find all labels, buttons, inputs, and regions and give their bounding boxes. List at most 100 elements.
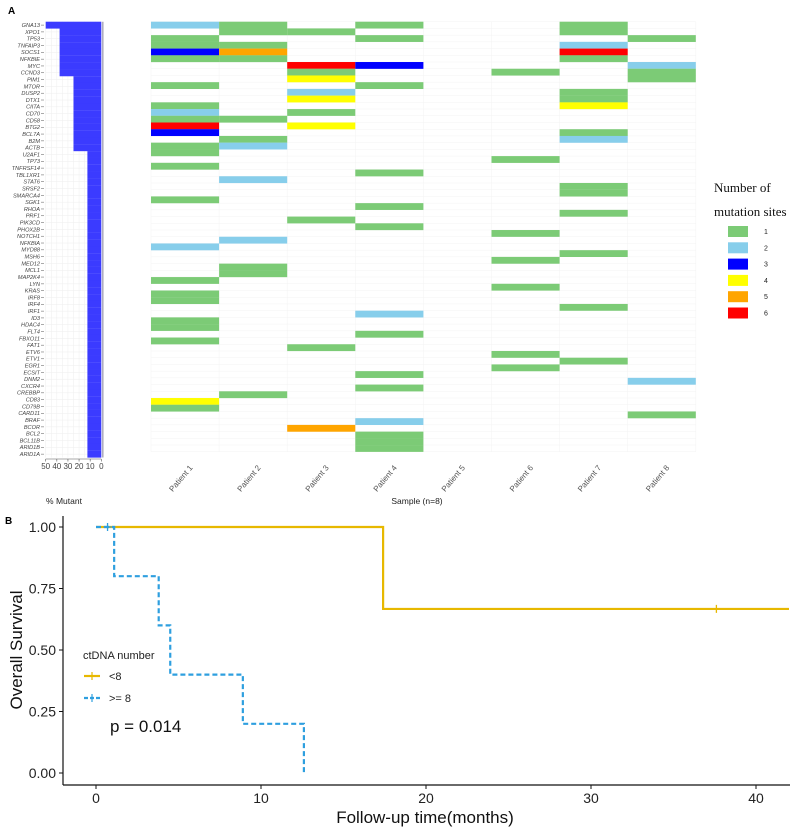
percent-mutant-bar (87, 362, 102, 370)
heatmap-cell-arid1b-p4 (355, 438, 424, 446)
gene-label: LYN (30, 282, 41, 288)
heatmap-cell-cd58-p2 (219, 115, 288, 123)
gene-label: BTG2 (25, 125, 40, 131)
km-x-axis-title: Follow-up time(months) (336, 808, 514, 827)
percent-mutant-bar (87, 280, 102, 288)
legend-label-6: 6 (764, 311, 768, 318)
heatmap-cell-irf4-p1 (151, 297, 220, 305)
gene-label: IRF8 (28, 295, 41, 301)
gene-label: FLT4 (27, 329, 40, 335)
heatmap-cell-bcl11b-p4 (355, 431, 424, 439)
percent-mutant-bar (73, 130, 102, 138)
heatmap-cell-tp73-p6 (491, 156, 560, 163)
gene-label: BCL2 (26, 432, 41, 438)
gene-label: TNFAIP3 (17, 43, 40, 49)
gene-label: ETV1 (26, 357, 40, 363)
km-curve-lt8 (96, 525, 789, 611)
percent-mutant-bar (87, 294, 102, 301)
percent-mutant-bar (73, 144, 102, 152)
heatmap-cell-xpo1-p7 (559, 28, 628, 36)
gene-label: FAT1 (27, 343, 40, 349)
percent-mutant-bar (59, 55, 102, 63)
percent-mutant-bar (87, 191, 102, 199)
heatmap-cell-bcl2-p3 (287, 424, 356, 432)
percent-mutant-bar (87, 341, 102, 349)
heatmap-cell-notch1-p6 (491, 230, 560, 237)
percent-mutant-bar (87, 212, 102, 220)
percent-mutant-bar (87, 430, 102, 438)
patient-label: Patient 5 (440, 463, 468, 493)
bar-x-tick-label: 30 (63, 462, 72, 471)
legend-swatch-6 (728, 307, 748, 319)
gene-label: TBL1XR1 (16, 173, 40, 179)
percent-mutant-bar (87, 450, 102, 458)
heatmap-cell-gna13-p7 (559, 21, 628, 29)
gene-label: CD70 (26, 112, 41, 118)
km-censor-mark (712, 604, 721, 613)
gene-label: NOTCH1 (17, 234, 40, 240)
percent-mutant-bar (59, 42, 102, 50)
patient-label: Patient 1 (167, 463, 195, 493)
heatmap-cell-tnfaip3-p1 (151, 41, 220, 49)
percent-mutant-bar (87, 198, 102, 206)
percent-mutant-bar (87, 246, 102, 254)
legend-label-1: 1 (764, 229, 768, 236)
gene-label: MYC (28, 64, 41, 70)
km-legend-label-lt8: <8 (109, 671, 122, 683)
heatmap-cell-nfkbie-p2 (219, 55, 288, 63)
percent-mutant-bar (87, 389, 102, 397)
percent-mutant-bar (73, 89, 102, 97)
legend-swatch-5 (728, 291, 748, 303)
percent-mutant-bar (87, 226, 102, 233)
heatmap-cell-cd83-p2 (219, 391, 288, 399)
heatmap-cell-u2af1-p1 (151, 149, 220, 157)
heatmap-cell-cd58-p1 (151, 115, 220, 123)
gene-label: GNA13 (22, 23, 41, 29)
percent-mutant-bar (59, 35, 102, 43)
gene-label: CD83 (26, 398, 41, 404)
heatmap-cell-b2m-p7 (559, 135, 628, 143)
gene-label: IRF4 (28, 302, 40, 308)
heatmap-cell-myd88-p1 (151, 243, 220, 251)
patient-label: Patient 3 (304, 463, 332, 493)
panel-label-b: B (5, 516, 12, 527)
km-y-tick-label: 0.75 (29, 581, 56, 597)
heatmap-cell-srsf2-p7 (559, 182, 628, 190)
percent-mutant-bar (73, 137, 102, 145)
heatmap-cell-xpo1-p2 (219, 28, 288, 36)
heatmap-cell-ciita-p1 (151, 102, 220, 110)
heatmap-cell-kras-p6 (491, 283, 560, 291)
percent-mutant-bar (87, 328, 102, 336)
heatmap-cell-fat1-p1 (151, 337, 220, 345)
gene-label: KRAS (25, 289, 41, 295)
bar-x-tick-label: 10 (86, 462, 95, 471)
heatmap-cell-irf8-p1 (151, 290, 220, 298)
gene-label: EGR1 (25, 364, 40, 370)
heatmap-cell-btg2-p3 (287, 122, 356, 130)
percent-mutant-bar (87, 205, 102, 213)
percent-mutant-bar (73, 110, 102, 118)
heatmap-cell-cd79b-p1 (151, 398, 220, 405)
gene-label: DUSP2 (21, 91, 41, 97)
legend-label-2: 2 (764, 245, 768, 252)
heatmap-cell-dusp2-p7 (559, 88, 628, 96)
km-legend: ctDNA number <8 >= 8 (83, 650, 155, 705)
heatmap-cell-tnfaip3-p7 (559, 41, 628, 49)
percent-mutant-bar (87, 321, 102, 329)
patient-label: Patient 6 (508, 463, 536, 493)
heatmap-cell-myc-p4 (355, 62, 424, 69)
heatmap-cell-gna13-p4 (355, 21, 424, 29)
km-y-axis-title: Overall Survival (7, 590, 26, 709)
legend-title-line2: mutation sites (714, 204, 787, 219)
heatmap-cell-socs1-p2 (219, 48, 288, 56)
patient-label: Patient 2 (235, 463, 263, 493)
gene-label: MTOR (24, 84, 40, 90)
gene-label: CARD11 (18, 411, 40, 417)
heatmap-cell-cd70-p3 (287, 109, 356, 116)
gene-label: MSH6 (24, 255, 40, 261)
gene-label: TP53 (27, 37, 41, 43)
gene-label: IRF1 (28, 309, 40, 315)
percent-mutant-bar (87, 219, 102, 227)
mutation-sites-legend: Number of mutation sites 1 2 3 4 5 6 (714, 180, 787, 319)
heatmap-cell-bcor-p4 (355, 418, 424, 425)
